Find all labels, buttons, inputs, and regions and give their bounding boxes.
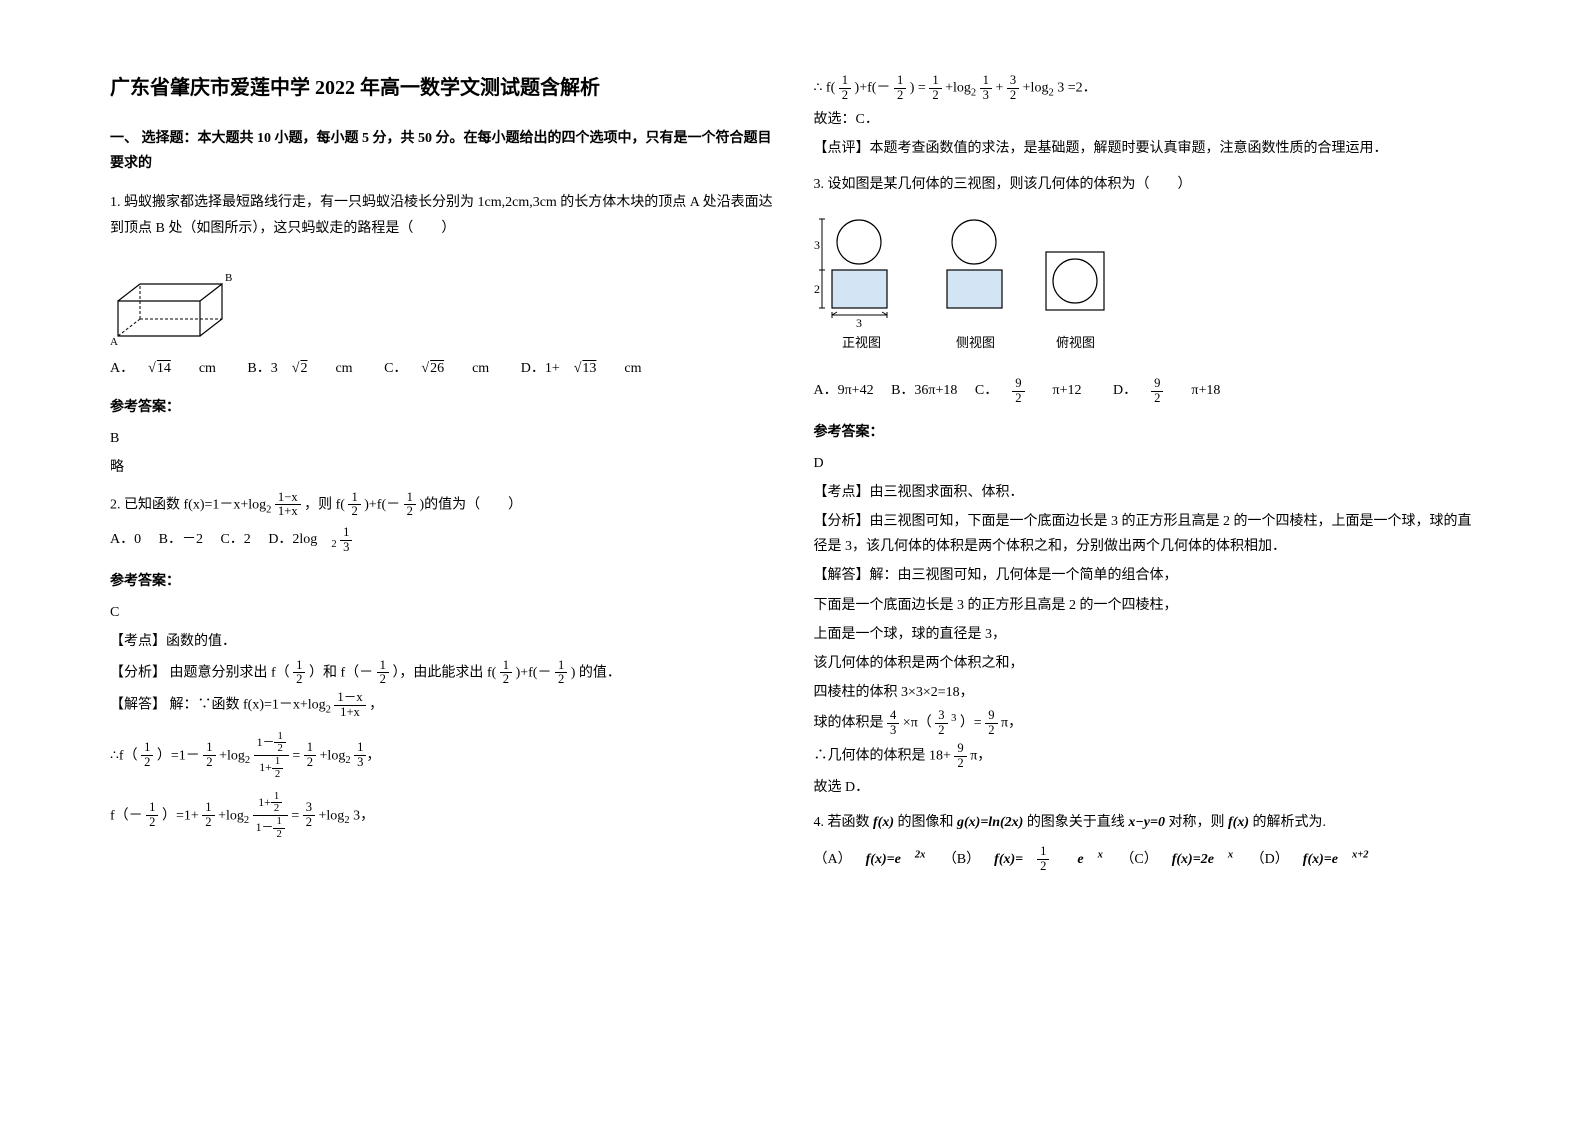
svg-text:3: 3	[856, 316, 862, 330]
q3-step: 该几何体的体积是两个体积之和，	[814, 651, 1478, 676]
question-2: 2. 已知函数 f(x)=1－x+log2 1−x1+x ，则 f( 12 )+…	[110, 491, 774, 841]
q3-opt-a: A．9π+42	[814, 383, 874, 398]
svg-text:3: 3	[814, 238, 820, 252]
q2-opt-c: C．2	[220, 532, 250, 547]
q2-opt-b: B．－2	[159, 532, 203, 547]
q1-explain: 略	[110, 455, 774, 480]
section-header: 一、 选择题：本大题共 10 小题，每小题 5 分，共 50 分。在每小题给出的…	[110, 126, 774, 176]
svg-text:正视图: 正视图	[842, 335, 881, 350]
svg-text:侧视图: 侧视图	[956, 335, 995, 350]
q2-kaodian: 【考点】函数的值．	[110, 629, 774, 654]
question-1: 1. 蚂蚁搬家都选择最短路线行走，有一只蚂蚁沿棱长分别为 1cm,2cm,3cm…	[110, 190, 774, 480]
page-title: 广东省肇庆市爱莲中学 2022 年高一数学文测试题含解析	[110, 70, 774, 106]
q2-jieda: 【解答】 解：∵函数 f(x)=1－x+log2 1－x1+x ，	[110, 691, 774, 720]
q2-conclusion: 故选：C．	[814, 107, 1478, 132]
q3-step: 上面是一个球，球的直径是 3，	[814, 622, 1478, 647]
q1-answer: B	[110, 426, 774, 451]
q4-stem: 4. 若函数 f(x) 的图像和 g(x)=ln(2x) 的图象关于直线 x−y…	[814, 810, 1478, 835]
q4-opt-b: （B）f(x)=12ex	[943, 852, 1103, 867]
q3-total: ∴几何体的体积是 18+ 92 π，	[814, 742, 1478, 771]
q1-options: A．14cm B．32cm C．26cm D．1+13cm	[110, 356, 774, 381]
q3-opt-b: B．36π+18	[891, 383, 957, 398]
q2-calc2: f（－ 12 ）=1+ 12 +log2 1+12 1－12 = 32 +log…	[110, 791, 774, 841]
left-column: 广东省肇庆市爱莲中学 2022 年高一数学文测试题含解析 一、 选择题：本大题共…	[90, 70, 794, 1092]
q3-options: A．9π+42 B．36π+18 C．92π+12 D．92π+18	[814, 377, 1478, 406]
q3-sphere: 球的体积是 43 ×π（ 32 3 ）= 92 π，	[814, 709, 1478, 738]
answer-label: 参考答案：	[110, 395, 774, 420]
q1-opt-a: A．14cm	[110, 361, 230, 376]
answer-label: 参考答案：	[814, 420, 1478, 445]
q1-opt-c: C．26cm	[384, 361, 503, 376]
q2-opt-a: A．0	[110, 532, 141, 547]
question-4: 4. 若函数 f(x) 的图像和 g(x)=ln(2x) 的图象关于直线 x−y…	[814, 810, 1478, 874]
q3-fenxi: 【分析】由三视图可知，下面是一个底面边长是 3 的正方形且高是 2 的一个四棱柱…	[814, 509, 1478, 559]
q3-step: 下面是一个底面边长是 3 的正方形且高是 2 的一个四棱柱，	[814, 593, 1478, 618]
answer-label: 参考答案：	[110, 569, 774, 594]
q1-stem: 1. 蚂蚁搬家都选择最短路线行走，有一只蚂蚁沿棱长分别为 1cm,2cm,3cm…	[110, 190, 774, 240]
q3-jieda: 【解答】解：由三视图可知，几何体是一个简单的组合体，	[814, 563, 1478, 588]
q2-options: A．0 B．－2 C．2 D．2log2 13	[110, 526, 774, 555]
q1-opt-d: D．1+13cm	[521, 361, 656, 376]
q2-answer: C	[110, 600, 774, 625]
q3-kaodian: 【考点】由三视图求面积、体积．	[814, 480, 1478, 505]
q2-calc1: ∴f（ 12 ）=1－ 12 +log2 1－12 1+12 = 12 +log…	[110, 731, 774, 781]
question-3: 3. 设如图是某几何体的三视图，则该几何体的体积为（ ） 3 2 3 正视图	[814, 172, 1478, 800]
q2-stem: 2. 已知函数 f(x)=1－x+log2 1−x1+x ，则 f( 12 )+…	[110, 491, 774, 520]
q2-fenxi: 【分析】 由题意分别求出 f（ 12 ）和 f（－ 12 ），由此能求出 f( …	[110, 659, 774, 688]
svg-text:A: A	[110, 336, 118, 346]
q3-conclusion: 故选 D．	[814, 775, 1478, 800]
q3-opt-c: C．92π+12	[975, 383, 1096, 398]
q3-stem: 3. 设如图是某几何体的三视图，则该几何体的体积为（ ）	[814, 172, 1478, 197]
right-column: ∴ f( 12 )+f(－ 12 ) = 12 +log2 13 + 32 +l…	[794, 70, 1498, 1092]
q2-comment: 【点评】本题考查函数值的求法，是基础题，解题时要认真审题，注意函数性质的合理运用…	[814, 136, 1478, 161]
q2-sum: ∴ f( 12 )+f(－ 12 ) = 12 +log2 13 + 32 +l…	[814, 74, 1478, 103]
svg-text:B: B	[225, 272, 232, 284]
svg-text:2: 2	[814, 282, 820, 296]
q3-step: 四棱柱的体积 3×3×2=18，	[814, 680, 1478, 705]
three-views-figure: 3 2 3 正视图 侧视图 俯视图	[814, 207, 1134, 367]
q4-options: （A）f(x)=e2x （B）f(x)=12ex （C）f(x)=2ex （D）…	[814, 845, 1478, 874]
cuboid-figure: A B	[110, 251, 250, 346]
q4-opt-d: （D）f(x)=ex+2	[1251, 852, 1369, 867]
q4-opt-a: （A）f(x)=e2x	[814, 852, 926, 867]
q3-opt-d: D．92π+18	[1113, 383, 1234, 398]
svg-text:俯视图: 俯视图	[1056, 335, 1095, 350]
q4-opt-c: （C）f(x)=2ex	[1120, 852, 1233, 867]
q3-answer: D	[814, 451, 1478, 476]
q1-opt-b: B．32cm	[247, 361, 366, 376]
q2-opt-d: D．2log2 13	[268, 532, 380, 547]
